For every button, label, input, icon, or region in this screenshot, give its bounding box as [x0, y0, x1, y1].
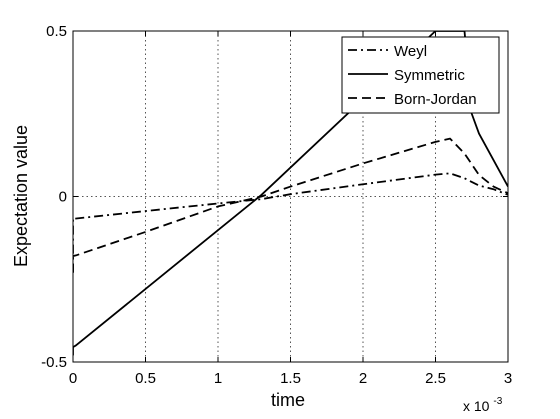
x-axis-multiplier: x 10 -3: [463, 396, 503, 414]
legend-label: Weyl: [394, 43, 427, 60]
axes: time Expectation value x 10 -3: [11, 125, 503, 414]
y-tick-label: 0: [59, 189, 67, 206]
x-tick-label: 1.5: [280, 370, 301, 387]
x-tick-label: 3: [504, 370, 512, 387]
legend-label: Symmetric: [394, 67, 465, 84]
x-tick-label: 2: [359, 370, 367, 387]
y-tick-label: 0.5: [46, 23, 67, 40]
x-axis-multiplier-base: x 10: [463, 398, 490, 414]
x-tick-label: 2.5: [425, 370, 446, 387]
series-line-weyl: [73, 172, 508, 273]
series-line-symmetric: [73, 31, 508, 356]
legend-label: Born-Jordan: [394, 91, 477, 108]
y-tick-label: -0.5: [41, 354, 67, 371]
series-layer: [73, 31, 508, 356]
ticks: 0 0.5 1 1.5 2 2.5 3-0.500.5: [41, 23, 512, 387]
y-axis-label: Expectation value: [11, 125, 31, 267]
x-tick-label: 0: [69, 370, 77, 387]
x-axis-multiplier-exponent: -3: [493, 396, 502, 407]
legend: Weyl Symmetric Born-Jordan: [341, 36, 500, 114]
x-tick-label: 1: [214, 370, 222, 387]
x-axis-label: time: [271, 390, 305, 410]
series-line-born-jordan: [73, 137, 508, 273]
x-tick-label: 0.5: [135, 370, 156, 387]
